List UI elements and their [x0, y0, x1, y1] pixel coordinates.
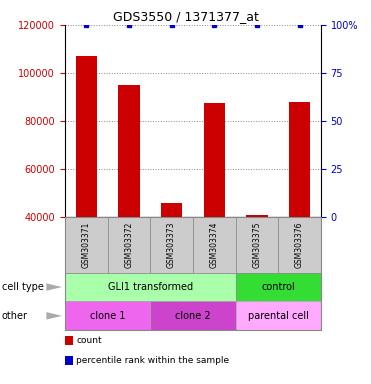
- Bar: [204, 103, 225, 217]
- Text: GSM303373: GSM303373: [167, 222, 176, 268]
- Bar: [76, 56, 97, 217]
- Text: GSM303374: GSM303374: [210, 222, 219, 268]
- Text: clone 2: clone 2: [175, 311, 211, 321]
- Text: GSM303375: GSM303375: [252, 222, 262, 268]
- Text: GDS3550 / 1371377_at: GDS3550 / 1371377_at: [112, 10, 259, 23]
- Text: GSM303371: GSM303371: [82, 222, 91, 268]
- Text: parental cell: parental cell: [248, 311, 309, 321]
- Text: other: other: [2, 311, 28, 321]
- Text: GSM303376: GSM303376: [295, 222, 304, 268]
- Text: control: control: [262, 282, 295, 292]
- Polygon shape: [46, 283, 62, 291]
- Text: GSM303372: GSM303372: [124, 222, 134, 268]
- Text: clone 1: clone 1: [90, 311, 125, 321]
- Text: count: count: [76, 336, 102, 345]
- Text: percentile rank within the sample: percentile rank within the sample: [76, 356, 229, 365]
- Polygon shape: [46, 312, 62, 319]
- Bar: [161, 203, 182, 217]
- Bar: [289, 102, 310, 217]
- Bar: [246, 215, 267, 217]
- Text: GLI1 transformed: GLI1 transformed: [108, 282, 193, 292]
- Text: cell type: cell type: [2, 282, 44, 292]
- Bar: [118, 85, 139, 217]
